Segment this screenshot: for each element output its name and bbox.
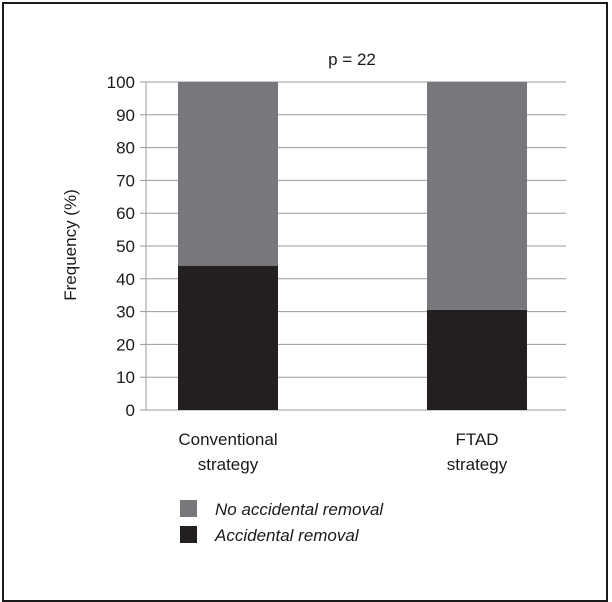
y-axis-title: Frequency (%) bbox=[61, 189, 80, 300]
y-axis: 0 10 20 30 40 50 60 70 80 90 100 bbox=[107, 73, 147, 420]
bar-0-no-accidental-removal bbox=[178, 82, 278, 266]
legend-swatch-no-accidental-removal bbox=[180, 500, 197, 517]
x-category-label-0: Conventional strategy bbox=[178, 430, 277, 474]
y-tick-label-20: 20 bbox=[116, 335, 135, 354]
y-tick-label-40: 40 bbox=[116, 270, 135, 289]
y-tick-label-0: 0 bbox=[126, 401, 135, 420]
x-category-label-0-line-1: strategy bbox=[198, 455, 259, 474]
x-category-label-1-line-1: strategy bbox=[447, 455, 508, 474]
bar-1-no-accidental-removal bbox=[427, 82, 527, 310]
x-axis-categories: Conventional strategy FTAD strategy bbox=[178, 430, 507, 474]
y-tick-label-90: 90 bbox=[116, 106, 135, 125]
y-tick-label-80: 80 bbox=[116, 139, 135, 158]
x-category-label-0-line-0: Conventional bbox=[178, 430, 277, 449]
y-tick-label-60: 60 bbox=[116, 204, 135, 223]
stacked-bar-chart: 0 10 20 30 40 50 60 70 80 90 100 Conventional strat… bbox=[61, 50, 566, 545]
x-category-label-1: FTAD strategy bbox=[447, 430, 508, 474]
y-tick-label-50: 50 bbox=[116, 237, 135, 256]
x-category-label-1-line-0: FTAD bbox=[455, 430, 498, 449]
legend-swatch-accidental-removal bbox=[180, 526, 197, 543]
annotation-text: p = 22 bbox=[328, 50, 376, 69]
legend: No accidental removal Accidental removal bbox=[180, 500, 384, 545]
legend-label-accidental-removal: Accidental removal bbox=[214, 526, 360, 545]
bar-1-accidental-removal bbox=[427, 309, 527, 410]
y-tick-label-70: 70 bbox=[116, 171, 135, 190]
y-tick-label-10: 10 bbox=[116, 368, 135, 387]
bars bbox=[178, 82, 527, 410]
legend-label-no-accidental-removal: No accidental removal bbox=[215, 500, 384, 519]
y-tick-label-100: 100 bbox=[107, 73, 135, 92]
bar-0-accidental-removal bbox=[178, 265, 278, 410]
y-tick-label-30: 30 bbox=[116, 303, 135, 322]
